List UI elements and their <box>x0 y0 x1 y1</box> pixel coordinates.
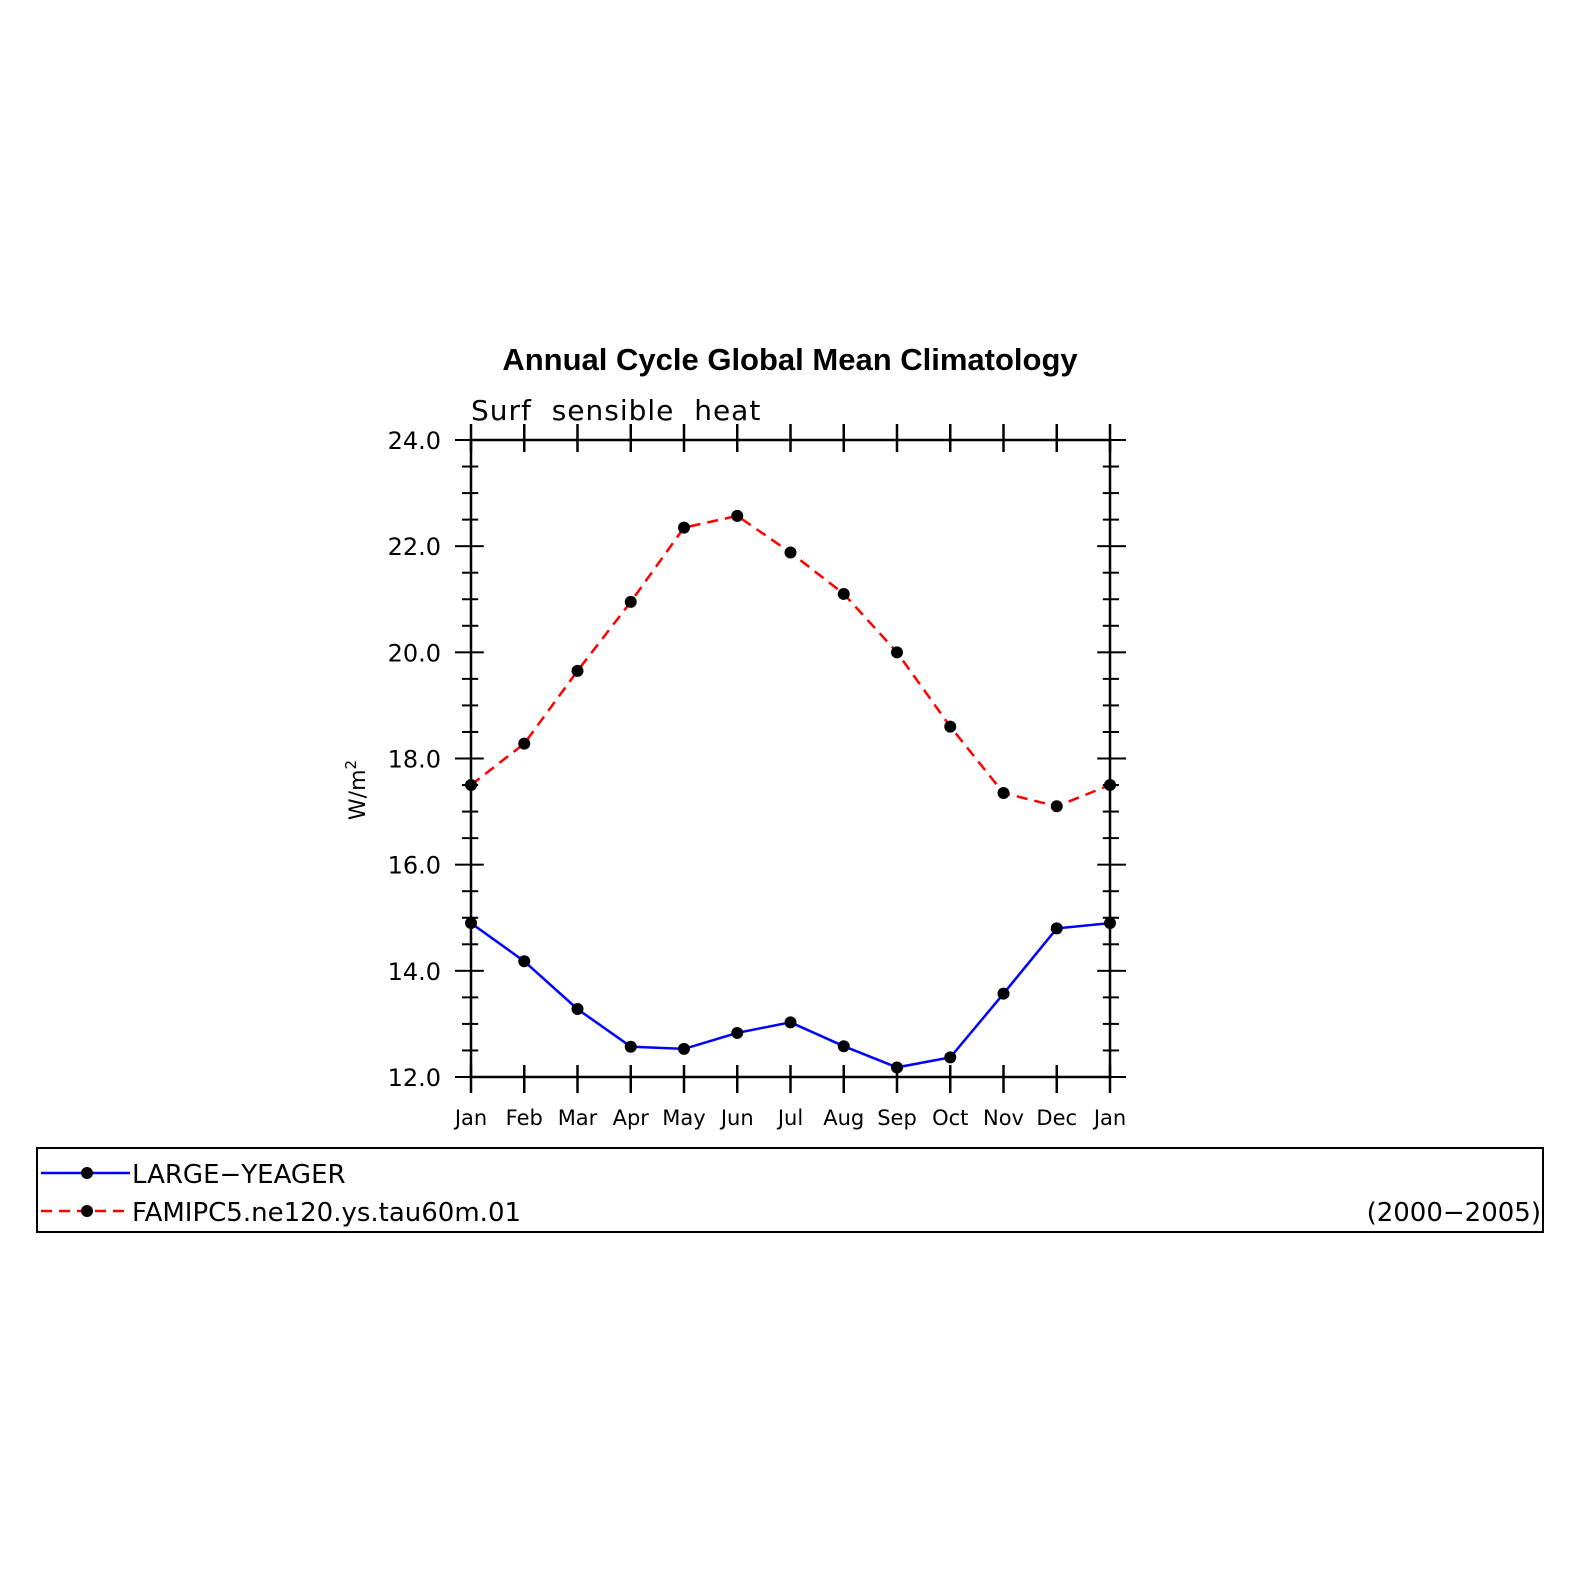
chart-subtitle: Surf sensible heat <box>471 394 761 427</box>
x-tick-label: Oct <box>932 1106 968 1130</box>
series-2-point <box>891 646 903 659</box>
svg-text:W/m2: W/m2 <box>342 760 371 820</box>
x-tick-label: Apr <box>613 1106 650 1130</box>
series-1-point <box>997 987 1010 1000</box>
x-tick-label: Sep <box>877 1106 917 1130</box>
x-tick-label: Mar <box>558 1106 598 1130</box>
y-axis-label-text: W/m <box>346 769 371 820</box>
series-1-point <box>891 1061 903 1074</box>
plot-series <box>465 509 1116 1074</box>
series-1-point <box>784 1016 797 1029</box>
x-tick-label: Aug <box>823 1106 864 1130</box>
series-1-point <box>731 1026 744 1039</box>
legend: (2000−2005) LARGE−YEAGER FAMIPC5.ne120.ys… <box>36 1147 1544 1233</box>
legend-label-2: FAMIPC5.ne120.ys.tau60m.01 <box>132 1198 521 1228</box>
y-tick-label: 22.0 <box>388 533 441 561</box>
series-2-point <box>624 595 637 608</box>
series-1-point <box>518 955 531 968</box>
series-line-1 <box>470 921 1111 1069</box>
x-tick-label: Feb <box>506 1106 543 1130</box>
x-tick-label: Jul <box>776 1106 803 1130</box>
y-axis-label: W/m2 <box>342 760 371 820</box>
series-2-point <box>571 664 584 677</box>
series-2-point <box>518 737 531 750</box>
y-axis-label-superscript: 2 <box>342 760 360 770</box>
x-tick-label: Jan <box>453 1106 487 1130</box>
series-2-point <box>1104 779 1116 792</box>
series-2-point <box>997 787 1010 800</box>
series-1-point <box>1104 917 1116 930</box>
series-1-point <box>624 1040 637 1053</box>
legend-marker-2 <box>81 1205 93 1217</box>
series-2-point <box>784 546 797 559</box>
series-2-point <box>731 509 744 522</box>
series-1-point <box>571 1003 584 1016</box>
series-2-point <box>465 779 477 792</box>
legend-label-1: LARGE−YEAGER <box>132 1160 346 1190</box>
series-2-point <box>1050 800 1063 813</box>
chart-title: Annual Cycle Global Mean Climatology <box>502 342 1078 377</box>
series-2-point <box>944 720 957 733</box>
series-1-point <box>465 917 477 930</box>
series-1-point <box>837 1040 850 1053</box>
y-tick-label: 12.0 <box>388 1064 441 1092</box>
y-tick-label: 18.0 <box>388 746 441 774</box>
y-tick-label: 14.0 <box>388 958 441 986</box>
series-line-2 <box>470 514 1111 808</box>
y-tick-label: 24.0 <box>388 427 441 455</box>
series-2-point <box>837 587 850 600</box>
series-1-point <box>1050 922 1063 935</box>
series-2-point <box>678 521 690 534</box>
legend-box <box>36 1147 1544 1233</box>
x-tick-label: Jun <box>719 1106 754 1130</box>
x-tick-label: Dec <box>1036 1106 1077 1130</box>
legend-marker-1 <box>81 1167 93 1179</box>
series-1-point <box>678 1042 690 1055</box>
x-tick-label: May <box>662 1106 705 1130</box>
x-tick-label: Nov <box>983 1106 1024 1130</box>
series-1-point <box>944 1051 957 1064</box>
legend-note: (2000−2005) <box>1367 1198 1541 1228</box>
y-tick-label: 20.0 <box>388 639 441 667</box>
x-tick-label: Jan <box>1092 1106 1126 1130</box>
plot-axes: 12.0 14.0 16.0 18.0 20.0 22.0 24.0 Jan Feb Mar Apr… <box>388 424 1126 1130</box>
y-tick-label: 16.0 <box>388 852 441 880</box>
